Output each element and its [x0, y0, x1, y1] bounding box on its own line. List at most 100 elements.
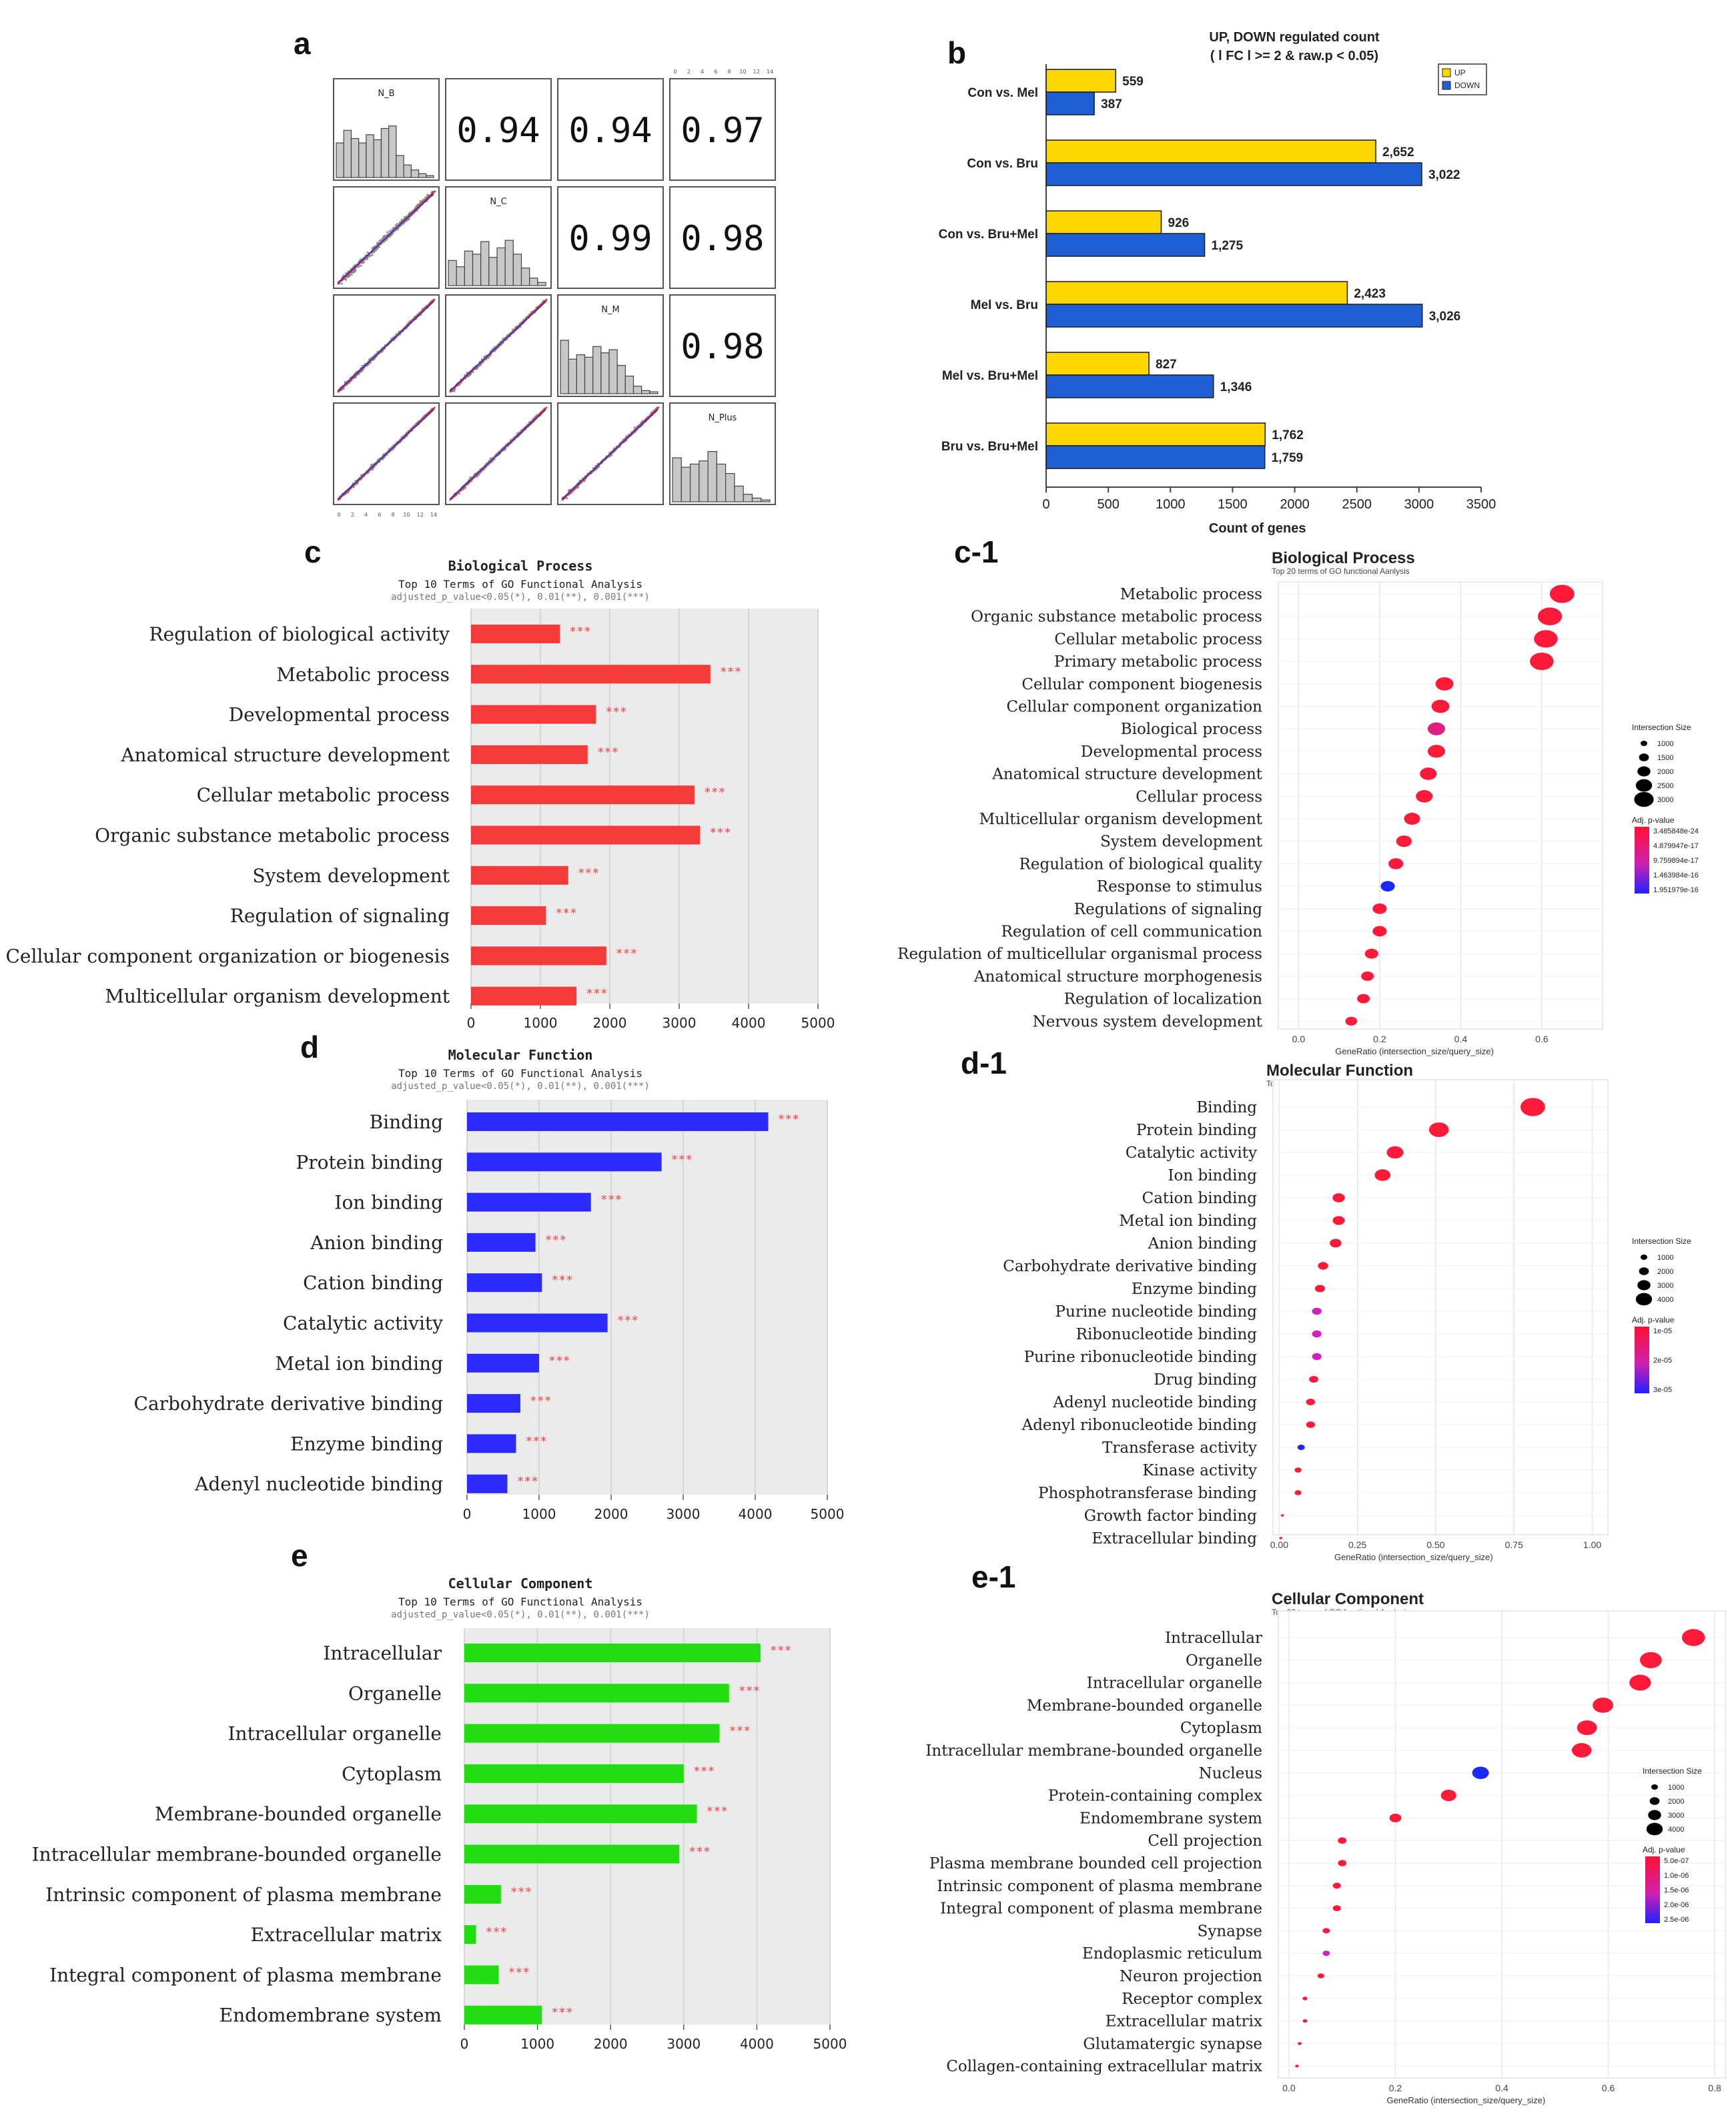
scatter-point: [386, 454, 388, 456]
dot-point: [1332, 1905, 1341, 1912]
x-tick-label: 2000: [594, 2036, 628, 2052]
significance-stars: ***: [693, 1764, 715, 1778]
category-label: Cytoplasm: [1180, 1720, 1262, 1737]
category-label: Catalytic activity: [283, 1313, 443, 1335]
category-label: Cation binding: [1142, 1190, 1258, 1207]
category-label: Regulation of biological activity: [149, 623, 450, 645]
legend-label: DOWN: [1454, 81, 1480, 90]
scatter-point: [366, 258, 368, 260]
color-legend-label: 1.5e-06: [1664, 1886, 1689, 1894]
category-label: Response to stimulus: [1097, 878, 1262, 896]
category-label: Cation binding: [303, 1272, 443, 1294]
panel-label-c1: c-1: [954, 535, 999, 569]
color-legend-label: 2.0e-06: [1664, 1901, 1689, 1909]
bar-down: [1045, 374, 1214, 398]
color-legend-label: 1.951979e-16: [1653, 886, 1699, 894]
color-legend-label: 2e-05: [1653, 1357, 1672, 1365]
histogram-bar: [512, 254, 522, 286]
dot-point: [1332, 1193, 1345, 1202]
x-tick-label: 5000: [801, 1015, 835, 1031]
color-legend-title: Adj. p-value: [1643, 1845, 1685, 1854]
go-bar: [467, 1474, 508, 1493]
category-label: System development: [1100, 833, 1263, 851]
histogram-bar: [681, 466, 691, 502]
significance-stars: ***: [551, 1273, 573, 1287]
size-legend-label: 1000: [1668, 1784, 1684, 1792]
category-label: Organic substance metabolic process: [95, 825, 450, 847]
dot-point: [1427, 722, 1445, 735]
correlation-value: 0.97: [681, 111, 764, 151]
axis-tick-label: 10: [403, 512, 410, 518]
go-bar: [467, 1434, 516, 1453]
scatter-point: [384, 235, 386, 238]
category-label: Binding: [370, 1111, 443, 1133]
scatter-point: [464, 374, 466, 376]
category-label: Drug binding: [1154, 1371, 1257, 1389]
bar-up: [1045, 210, 1162, 234]
x-tick-label: 0: [460, 2036, 469, 2052]
category-label: Growth factor binding: [1084, 1507, 1258, 1525]
panel-label-a: a: [294, 26, 311, 61]
bar-value-label: 559: [1122, 75, 1144, 89]
dot-point: [1364, 948, 1378, 959]
axis-tick-label: 4: [701, 69, 704, 75]
scatter-point: [396, 223, 398, 225]
dot-point: [1427, 745, 1445, 758]
axis-tick-label: 8: [392, 512, 395, 518]
chart-title: Cellular Component: [448, 1575, 593, 1592]
dot-point: [1380, 881, 1395, 892]
x-tick-label: 0.8: [1708, 2083, 1721, 2093]
dot-point: [1332, 1882, 1341, 1889]
bar-value-label: 2,423: [1354, 287, 1386, 301]
category-label: Phosphotransferase binding: [1038, 1485, 1257, 1502]
go-bar: [467, 1273, 542, 1293]
significance-stars: ***: [689, 1845, 711, 1859]
category-label: Intracellular organelle: [1087, 1675, 1262, 1692]
chart-title: Biological Process: [448, 558, 593, 574]
dot-point: [1332, 1216, 1345, 1225]
chart-subtitle: Top 10 Terms of GO Functional Analysis: [398, 1067, 642, 1080]
size-legend-dot: [1634, 791, 1654, 807]
dot-point: [1537, 607, 1563, 626]
category-label: Ribonucleotide binding: [1076, 1326, 1258, 1343]
scatter-point: [404, 217, 406, 219]
size-legend-title: Intersection Size: [1643, 1766, 1702, 1776]
scatter-point: [454, 388, 456, 390]
dot-point: [1280, 1514, 1284, 1517]
category-label: Anion binding: [1148, 1235, 1258, 1253]
x-tick-label: 0.6: [1535, 1034, 1549, 1044]
scatter-point: [489, 355, 491, 358]
axis-tick-label: 6: [714, 69, 717, 75]
scatter-point: [376, 459, 379, 461]
dot-point: [1318, 1262, 1328, 1270]
bar-value-label: 1,762: [1272, 428, 1304, 442]
category-label: Multicellular organism development: [105, 986, 450, 1008]
category-label: Enzyme binding: [1132, 1281, 1257, 1298]
correlation-value: 0.94: [568, 111, 652, 151]
category-label: Con vs. Bru: [967, 157, 1038, 171]
x-axis-label: Count of genes: [1209, 521, 1306, 536]
category-label: Cellular component organization or bioge…: [6, 945, 450, 967]
significance-stars: ***: [486, 1925, 508, 1939]
go-bar: [471, 986, 577, 1006]
category-label: Carbohydrate derivative binding: [134, 1393, 444, 1415]
category-label: Biological process: [1121, 721, 1262, 738]
scatter-point: [530, 311, 532, 314]
size-legend-label: 1000: [1657, 740, 1673, 748]
scatter-point: [356, 482, 359, 485]
scatter-point: [344, 380, 347, 383]
histogram-bar: [373, 139, 382, 178]
histogram-bar: [396, 155, 404, 178]
histogram-bar: [743, 494, 753, 502]
category-label: Glutamatergic synapse: [1083, 2035, 1262, 2053]
category-label: Developmental process: [229, 704, 450, 726]
histogram-bar: [488, 256, 498, 286]
panel-label-e1: e-1: [971, 1559, 1016, 1594]
bar-down: [1045, 233, 1206, 257]
histogram-bar: [480, 241, 490, 286]
dot-point: [1428, 1122, 1449, 1137]
x-axis-label: GeneRatio (intersection_size/query_size): [1334, 1552, 1493, 1562]
size-legend-label: 3000: [1668, 1812, 1684, 1820]
scatter-point: [342, 388, 345, 390]
plot-background: [1272, 1079, 1609, 1535]
